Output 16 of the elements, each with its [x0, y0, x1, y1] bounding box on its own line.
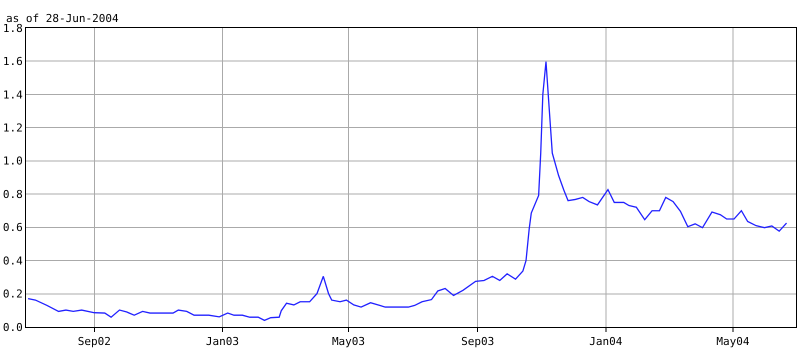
y-tick-label: 0.2 — [2, 288, 23, 301]
x-tick-label: Jan03 — [206, 335, 240, 348]
y-tick-label: 0.8 — [2, 188, 23, 201]
line-series — [27, 61, 788, 322]
y-tick-label: 0.4 — [2, 254, 24, 268]
y-tick-label: 1.6 — [2, 55, 23, 68]
y-tick-label: 0.0 — [2, 320, 23, 334]
x-tick-label: Sep02 — [78, 335, 111, 348]
x-tick-label: Jan04 — [589, 335, 623, 348]
y-tick-label: 1.4 — [2, 88, 24, 102]
y-tick-label: 1.2 — [2, 122, 23, 135]
x-tick-label: May03 — [332, 335, 366, 348]
y-tick-label: 0.6 — [2, 221, 23, 234]
x-tick-label: Sep03 — [461, 335, 494, 348]
y-tick-label: 1.0 — [2, 154, 23, 168]
x-tick-label: May04 — [716, 335, 750, 348]
